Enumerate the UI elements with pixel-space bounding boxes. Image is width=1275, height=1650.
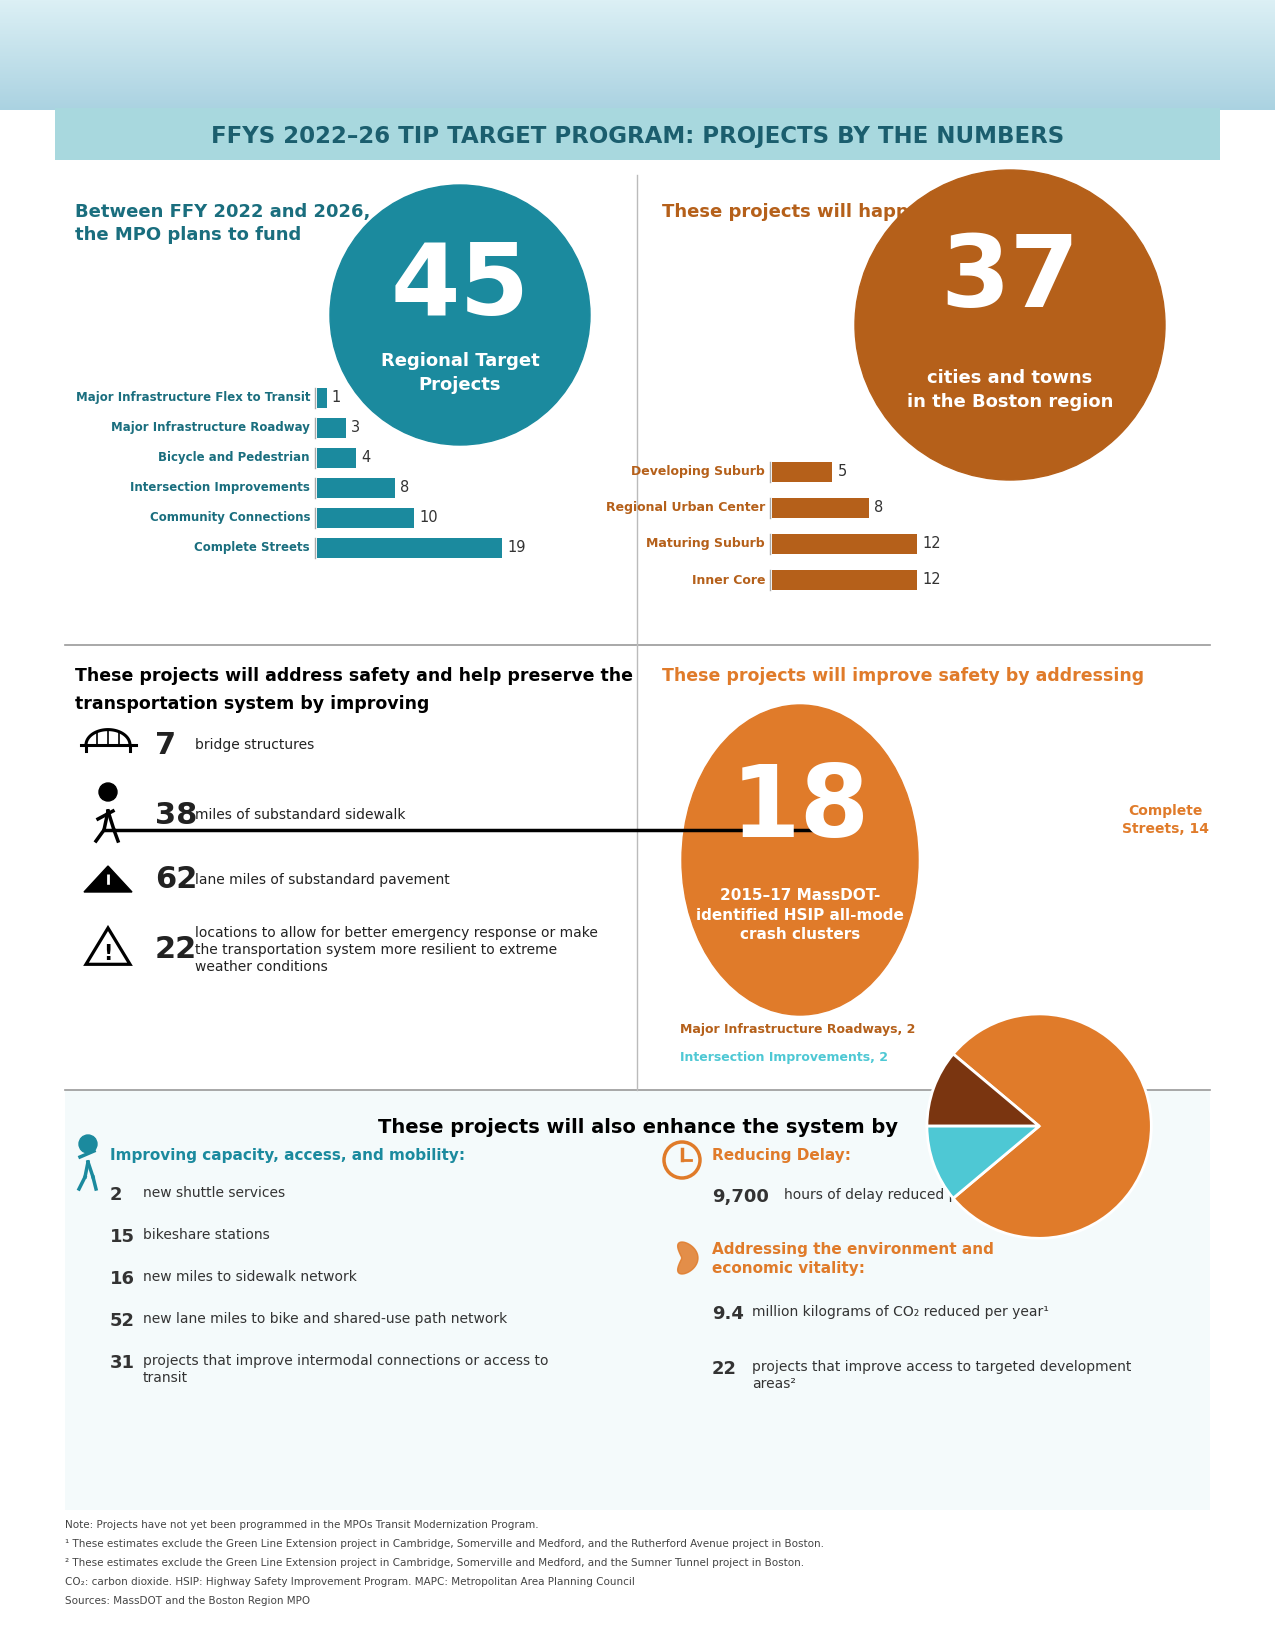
Text: Reducing Delay:: Reducing Delay:	[711, 1148, 850, 1163]
Text: 10: 10	[419, 510, 439, 525]
Text: These projects will also enhance the system by: These projects will also enhance the sys…	[377, 1119, 898, 1137]
Text: 62: 62	[156, 866, 198, 894]
Text: 37: 37	[941, 231, 1080, 328]
Text: bikeshare stations: bikeshare stations	[143, 1228, 270, 1242]
Text: 2: 2	[110, 1186, 122, 1204]
Text: ² These estimates exclude the Green Line Extension project in Cambridge, Somervi: ² These estimates exclude the Green Line…	[65, 1558, 805, 1568]
Text: hours of delay reduced per day¹: hours of delay reduced per day¹	[784, 1188, 1007, 1201]
Wedge shape	[927, 1125, 1039, 1198]
Ellipse shape	[682, 705, 918, 1015]
Text: cities and towns
in the Boston region: cities and towns in the Boston region	[907, 370, 1113, 411]
Text: Between FFY 2022 and 2026,
the MPO plans to fund: Between FFY 2022 and 2026, the MPO plans…	[75, 203, 370, 244]
Text: million kilograms of CO₂ reduced per year¹: million kilograms of CO₂ reduced per yea…	[752, 1305, 1049, 1318]
Text: 1: 1	[332, 391, 340, 406]
Text: 38: 38	[156, 800, 198, 830]
Text: projects that improve intermodal connections or access to
transit: projects that improve intermodal connect…	[143, 1355, 548, 1386]
Text: 52: 52	[110, 1312, 135, 1330]
Text: bridge structures: bridge structures	[195, 738, 314, 752]
Text: Bicycle and Pedestrian: Bicycle and Pedestrian	[158, 452, 310, 465]
Text: 2015–17 MassDOT-
identified HSIP all-mode
crash clusters: 2015–17 MassDOT- identified HSIP all-mod…	[696, 888, 904, 942]
Text: Improving capacity, access, and mobility:: Improving capacity, access, and mobility…	[110, 1148, 465, 1163]
FancyBboxPatch shape	[317, 478, 395, 498]
Circle shape	[79, 1135, 97, 1153]
Text: 45: 45	[390, 239, 529, 335]
FancyBboxPatch shape	[55, 107, 1220, 160]
Wedge shape	[954, 1015, 1151, 1238]
Text: locations to allow for better emergency response or make
the transportation syst: locations to allow for better emergency …	[195, 926, 598, 974]
Wedge shape	[927, 1054, 1039, 1127]
Circle shape	[330, 185, 590, 446]
Polygon shape	[84, 866, 133, 893]
Text: new shuttle services: new shuttle services	[143, 1186, 286, 1200]
Text: 8: 8	[873, 500, 882, 515]
Text: These projects will address safety and help preserve the: These projects will address safety and h…	[75, 667, 632, 685]
Text: lane miles of substandard pavement: lane miles of substandard pavement	[195, 873, 450, 888]
FancyBboxPatch shape	[771, 462, 833, 482]
Text: 15: 15	[110, 1228, 135, 1246]
Text: 22: 22	[711, 1360, 737, 1378]
Text: 9,700: 9,700	[711, 1188, 769, 1206]
Text: These projects will happen in: These projects will happen in	[662, 203, 959, 221]
Text: 5: 5	[838, 465, 847, 480]
FancyBboxPatch shape	[317, 449, 356, 469]
Text: 3: 3	[351, 421, 361, 436]
FancyBboxPatch shape	[317, 538, 502, 558]
Text: ¹ These estimates exclude the Green Line Extension project in Cambridge, Somervi: ¹ These estimates exclude the Green Line…	[65, 1539, 824, 1549]
Text: 31: 31	[110, 1355, 135, 1373]
Polygon shape	[677, 1242, 697, 1274]
Text: Major Infrastructure Flex to Transit: Major Infrastructure Flex to Transit	[75, 391, 310, 404]
FancyBboxPatch shape	[771, 535, 917, 554]
Text: 18: 18	[731, 762, 870, 858]
FancyBboxPatch shape	[317, 388, 326, 408]
FancyBboxPatch shape	[65, 1091, 1210, 1510]
Text: 8: 8	[400, 480, 409, 495]
Text: CO₂: carbon dioxide. HSIP: Highway Safety Improvement Program. MAPC: Metropolita: CO₂: carbon dioxide. HSIP: Highway Safet…	[65, 1577, 635, 1587]
Text: Intersection Improvements: Intersection Improvements	[130, 482, 310, 495]
Text: miles of substandard sidewalk: miles of substandard sidewalk	[195, 808, 405, 822]
Text: 22: 22	[156, 936, 198, 965]
FancyBboxPatch shape	[771, 498, 868, 518]
Text: 9.4: 9.4	[711, 1305, 743, 1323]
FancyBboxPatch shape	[317, 417, 347, 437]
FancyBboxPatch shape	[317, 508, 414, 528]
FancyBboxPatch shape	[771, 569, 917, 591]
Text: !: !	[103, 944, 112, 964]
Text: Developing Suburb: Developing Suburb	[631, 465, 765, 478]
Text: These projects will improve safety by addressing: These projects will improve safety by ad…	[662, 667, 1144, 685]
Text: transportation system by improving: transportation system by improving	[75, 695, 430, 713]
Text: Note: Projects have not yet been programmed in the MPOs Transit Modernization Pr: Note: Projects have not yet been program…	[65, 1520, 538, 1530]
Text: Major Infrastructure Roadways, 2: Major Infrastructure Roadways, 2	[680, 1023, 915, 1036]
Text: 12: 12	[922, 573, 941, 587]
Text: FFYS 2022–26 TIP TARGET PROGRAM: PROJECTS BY THE NUMBERS: FFYS 2022–26 TIP TARGET PROGRAM: PROJECT…	[210, 124, 1065, 147]
Text: 12: 12	[922, 536, 941, 551]
Text: Inner Core: Inner Core	[691, 574, 765, 586]
Text: Regional Target
Projects: Regional Target Projects	[381, 351, 539, 394]
Text: Major Infrastructure Roadway: Major Infrastructure Roadway	[111, 421, 310, 434]
Text: Complete Streets: Complete Streets	[194, 541, 310, 554]
Text: projects that improve access to targeted development
areas²: projects that improve access to targeted…	[752, 1360, 1131, 1391]
Text: 16: 16	[110, 1270, 135, 1289]
Text: Addressing the environment and
economic vitality:: Addressing the environment and economic …	[711, 1242, 994, 1275]
Text: new miles to sidewalk network: new miles to sidewalk network	[143, 1270, 357, 1284]
Text: Community Connections: Community Connections	[149, 512, 310, 525]
Text: 7: 7	[156, 731, 176, 759]
Text: new lane miles to bike and shared-use path network: new lane miles to bike and shared-use pa…	[143, 1312, 507, 1327]
Text: Regional Urban Center: Regional Urban Center	[606, 502, 765, 515]
Circle shape	[856, 170, 1165, 480]
Text: Intersection Improvements, 2: Intersection Improvements, 2	[680, 1051, 887, 1064]
Text: 4: 4	[361, 450, 370, 465]
Text: Sources: MassDOT and the Boston Region MPO: Sources: MassDOT and the Boston Region M…	[65, 1596, 310, 1605]
Text: Maturing Suburb: Maturing Suburb	[646, 538, 765, 551]
Text: 19: 19	[507, 541, 525, 556]
Circle shape	[99, 784, 117, 800]
Text: Complete
Streets, 14: Complete Streets, 14	[1122, 804, 1209, 835]
